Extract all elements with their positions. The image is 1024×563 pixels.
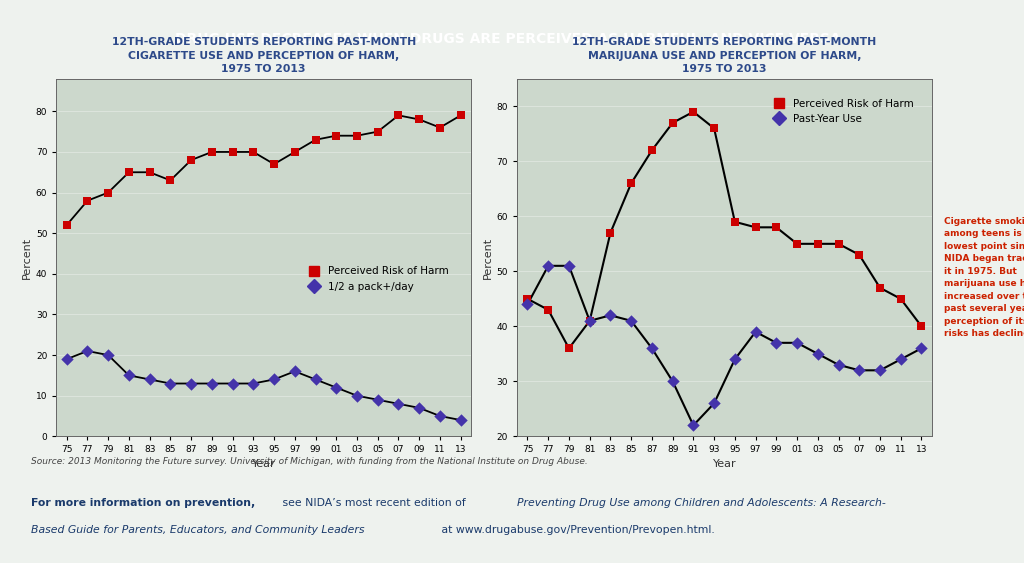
Point — [685, 421, 701, 430]
Point — [307, 375, 324, 384]
Point — [644, 146, 660, 155]
Point — [141, 375, 158, 384]
Point — [453, 415, 469, 425]
Point — [540, 261, 556, 270]
Point — [706, 124, 722, 133]
Point — [582, 316, 598, 325]
Point — [224, 148, 241, 157]
Point — [561, 261, 578, 270]
Point — [788, 239, 805, 248]
Point — [245, 148, 261, 157]
Title: 12TH-GRADE STUDENTS REPORTING PAST-MONTH
MARIJUANA USE AND PERCEPTION OF HARM,
1: 12TH-GRADE STUDENTS REPORTING PAST-MONTH… — [572, 38, 877, 74]
Y-axis label: Percent: Percent — [482, 236, 493, 279]
Point — [851, 366, 867, 375]
Point — [58, 221, 75, 230]
Point — [665, 118, 681, 127]
Point — [810, 239, 826, 248]
Point — [79, 346, 95, 355]
X-axis label: Year: Year — [252, 458, 275, 468]
Point — [245, 379, 261, 388]
Point — [893, 355, 909, 364]
Point — [121, 371, 137, 380]
Point — [307, 135, 324, 144]
Point — [224, 379, 241, 388]
Point — [706, 399, 722, 408]
Point — [685, 108, 701, 117]
Point — [871, 366, 888, 375]
Point — [644, 344, 660, 353]
Point — [602, 229, 618, 238]
Point — [266, 160, 283, 169]
Legend: Perceived Risk of Harm, 1/2 a pack+/day: Perceived Risk of Harm, 1/2 a pack+/day — [299, 262, 454, 296]
Point — [328, 383, 344, 392]
Point — [913, 322, 930, 331]
Point — [602, 311, 618, 320]
Point — [768, 338, 784, 347]
Legend: Perceived Risk of Harm, Past-Year Use: Perceived Risk of Harm, Past-Year Use — [764, 95, 919, 128]
Point — [582, 316, 598, 325]
Point — [519, 294, 536, 303]
Point — [349, 391, 366, 400]
Point — [162, 379, 178, 388]
Text: Source: 2013 Monitoring the Future survey. University of Michigan, with funding : Source: 2013 Monitoring the Future surve… — [31, 457, 588, 466]
Point — [913, 344, 930, 353]
Point — [432, 123, 449, 132]
Point — [100, 351, 117, 360]
Point — [810, 349, 826, 358]
Point — [748, 327, 764, 336]
Point — [370, 127, 386, 136]
Point — [748, 223, 764, 232]
Point — [788, 338, 805, 347]
Point — [830, 239, 847, 248]
Point — [727, 355, 743, 364]
Point — [204, 379, 220, 388]
Title: 12TH-GRADE STUDENTS REPORTING PAST-MONTH
CIGARETTE USE AND PERCEPTION OF HARM,
1: 12TH-GRADE STUDENTS REPORTING PAST-MONTH… — [112, 38, 416, 74]
Text: Preventing Drug Use among Children and Adolescents: A Research-: Preventing Drug Use among Children and A… — [517, 498, 886, 508]
Point — [411, 115, 427, 124]
Point — [411, 403, 427, 412]
Point — [519, 300, 536, 309]
Point — [287, 367, 303, 376]
Text: DRUG USE DECREASES WHEN DRUGS ARE PERCEIVED AS HARMFUL, AND VICE VERSA: DRUG USE DECREASES WHEN DRUGS ARE PERCEI… — [175, 32, 841, 46]
Point — [561, 344, 578, 353]
Point — [390, 399, 407, 408]
X-axis label: Year: Year — [713, 458, 736, 468]
Point — [432, 412, 449, 421]
Text: Based Guide for Parents, Educators, and Community Leaders: Based Guide for Parents, Educators, and … — [31, 525, 365, 535]
Point — [287, 148, 303, 157]
Point — [141, 168, 158, 177]
Point — [893, 294, 909, 303]
Point — [266, 375, 283, 384]
Point — [204, 148, 220, 157]
Point — [623, 316, 639, 325]
Text: For more information on prevention,: For more information on prevention, — [31, 498, 255, 508]
Point — [623, 179, 639, 188]
Point — [121, 168, 137, 177]
Point — [830, 360, 847, 369]
Point — [162, 176, 178, 185]
Point — [328, 131, 344, 140]
Point — [183, 379, 200, 388]
Point — [100, 188, 117, 197]
Point — [727, 217, 743, 226]
Point — [665, 377, 681, 386]
Point — [540, 305, 556, 314]
Point — [871, 283, 888, 292]
Point — [453, 111, 469, 120]
Point — [183, 155, 200, 164]
Point — [390, 111, 407, 120]
Y-axis label: Percent: Percent — [22, 236, 32, 279]
Text: at www.drugabuse.gov/Prevention/Prevopen.html.: at www.drugabuse.gov/Prevention/Prevopen… — [438, 525, 715, 535]
Point — [851, 251, 867, 260]
Text: see NIDA’s most recent edition of: see NIDA’s most recent edition of — [279, 498, 469, 508]
Point — [79, 196, 95, 205]
Point — [768, 223, 784, 232]
Text: Cigarette smoking
among teens is at its
lowest point since
NIDA began tracking
i: Cigarette smoking among teens is at its … — [944, 217, 1024, 338]
Point — [349, 131, 366, 140]
Point — [370, 395, 386, 404]
Point — [58, 355, 75, 364]
